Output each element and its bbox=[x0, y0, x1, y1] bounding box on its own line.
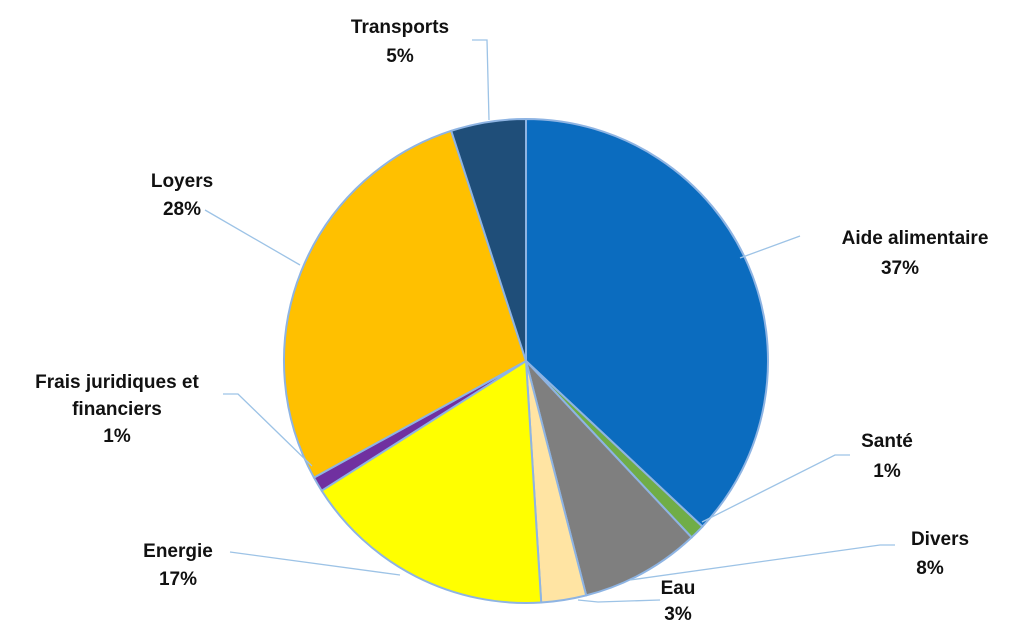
slice-label-divers: Divers bbox=[911, 529, 969, 550]
pie-slice-divers bbox=[525, 360, 693, 597]
pie-slices bbox=[283, 118, 769, 604]
pie-slice-aide-alimentaire bbox=[525, 118, 769, 528]
slice-pct-eau: 3% bbox=[664, 604, 692, 624]
leader-line-transports bbox=[472, 39, 490, 121]
pie-slice-energie bbox=[320, 360, 543, 604]
slice-label-aide-alimentaire: Aide alimentaire bbox=[842, 228, 989, 249]
slice-label-frais-line-2: financiers bbox=[72, 399, 162, 420]
slice-pct-aide-alimentaire: 37% bbox=[881, 258, 919, 279]
leader-line-divers bbox=[629, 544, 895, 581]
leader-line-eau bbox=[577, 599, 661, 603]
slice-label-frais-line-1: Frais juridiques et bbox=[35, 372, 199, 393]
slice-label-transports: Transports bbox=[351, 17, 449, 38]
leader-line-sante bbox=[701, 454, 850, 523]
slice-pct-energie: 17% bbox=[159, 569, 197, 590]
leader-line-loyers bbox=[204, 209, 301, 266]
slice-label-sante: Santé bbox=[861, 431, 913, 452]
leader-line-frais bbox=[223, 393, 313, 467]
slice-pct-loyers: 28% bbox=[163, 199, 201, 220]
slice-pct-transports: 5% bbox=[386, 46, 414, 67]
leader-line-aide-alimentaire bbox=[739, 235, 801, 259]
leader-line-energie bbox=[229, 551, 401, 576]
slice-pct-frais: 1% bbox=[103, 426, 131, 447]
pie-slice-loyers bbox=[283, 129, 527, 479]
pie-slice-transports bbox=[450, 118, 527, 362]
slice-pct-divers: 8% bbox=[916, 558, 944, 579]
slice-label-eau: Eau bbox=[661, 578, 696, 599]
slice-pct-sante: 1% bbox=[873, 461, 901, 482]
slice-label-energie: Energie bbox=[143, 541, 213, 562]
slice-label-loyers: Loyers bbox=[151, 171, 213, 192]
